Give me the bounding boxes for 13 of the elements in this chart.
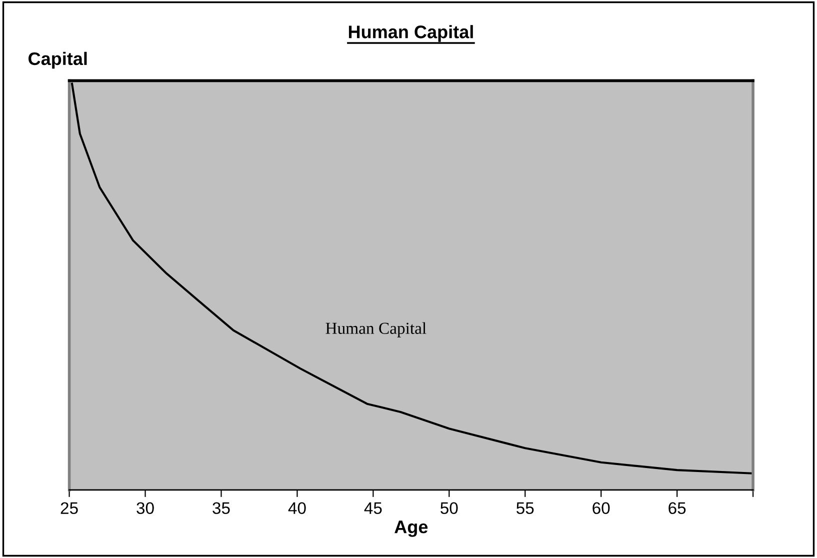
text: Human Capital [326,322,426,338]
x-tick-label: 50 [440,502,458,514]
x-tick-label: 55 [516,502,534,514]
x-tick-label: 45 [364,502,382,514]
x-tick-label: 30 [136,502,154,514]
x-tick-label: 25 [60,502,78,514]
x-tick-label: 35 [212,502,230,514]
x-tick-label: 60 [592,502,610,514]
x-tick-label: 65 [668,502,686,514]
chart-title: Human Capital [348,25,473,42]
x-axis-title: Age [394,520,428,537]
y-axis-title: Capital [28,52,87,69]
x-tick-label: 40 [288,502,306,514]
